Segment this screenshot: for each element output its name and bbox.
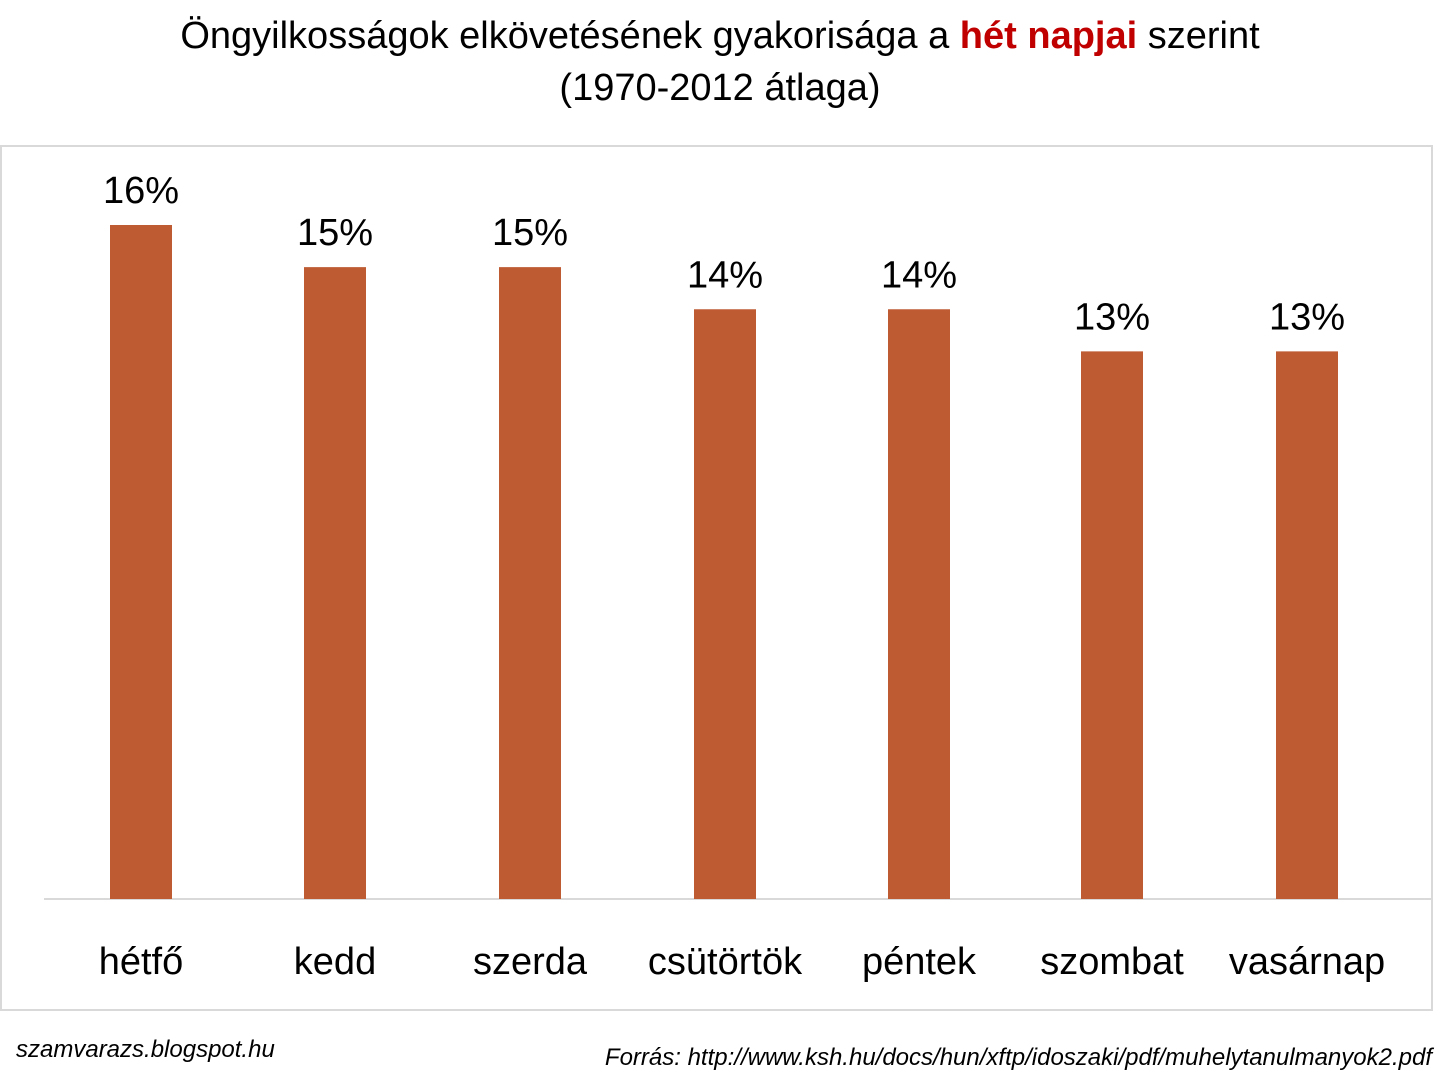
title-highlight: hét napjai	[959, 15, 1138, 57]
chart-title-line1: Öngyilkosságok elkövetésének gyakorisága…	[0, 10, 1440, 62]
chart-frame	[0, 145, 1433, 1011]
chart-title: Öngyilkosságok elkövetésének gyakorisága…	[0, 10, 1440, 114]
data-label-2: 15%	[492, 212, 568, 254]
data-label-6: 13%	[1269, 296, 1345, 338]
category-label-1: kedd	[294, 941, 376, 983]
data-label-3: 14%	[687, 254, 763, 296]
category-label-4: péntek	[862, 941, 977, 983]
title-text-after: szerint	[1137, 15, 1260, 57]
data-label-1: 15%	[297, 212, 373, 254]
footer-blog: szamvarazs.blogspot.hu	[16, 1036, 275, 1063]
category-label-2: szerda	[473, 941, 588, 983]
bar-5	[1081, 351, 1143, 899]
category-label-0: hétfő	[99, 941, 184, 983]
category-label-6: vasárnap	[1229, 941, 1385, 983]
bar-2	[499, 267, 561, 899]
chart-subtitle: (1970-2012 átlaga)	[559, 67, 881, 109]
bar-3	[694, 309, 756, 899]
footer-source: Forrás: http://www.ksh.hu/docs/hun/xftp/…	[604, 1044, 1432, 1071]
data-label-5: 13%	[1074, 296, 1150, 338]
bar-6	[1276, 351, 1338, 899]
category-label-3: csütörtök	[648, 941, 803, 983]
bar-4	[888, 309, 950, 899]
data-label-0: 16%	[103, 170, 179, 212]
title-text-before: Öngyilkosságok elkövetésének gyakorisága…	[180, 15, 960, 57]
data-label-4: 14%	[881, 254, 957, 296]
bar-0	[110, 225, 172, 899]
category-label-5: szombat	[1040, 941, 1184, 983]
bar-1	[304, 267, 366, 899]
